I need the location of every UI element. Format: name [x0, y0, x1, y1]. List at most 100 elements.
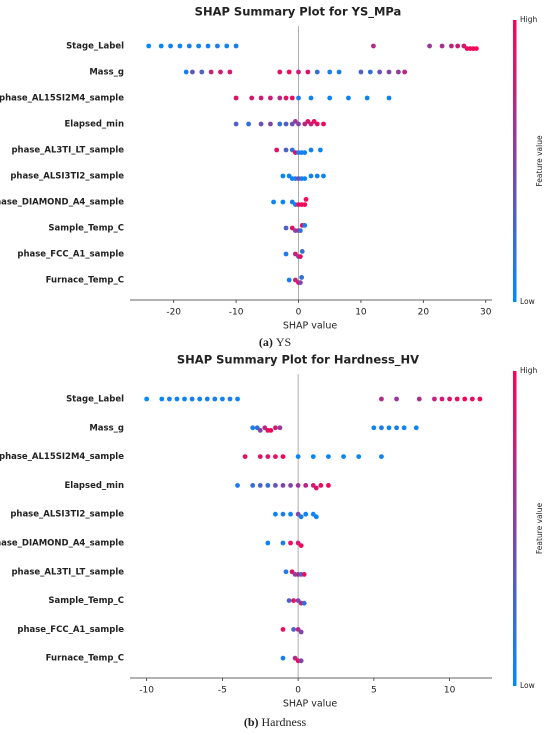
shap-point [377, 69, 383, 75]
shap-point [268, 95, 273, 101]
feature-label: phase_AL15SI2M4_sample [0, 452, 124, 462]
shap-point [146, 43, 152, 49]
shap-point [288, 511, 293, 517]
shap-point [295, 454, 301, 459]
shap-point [233, 43, 239, 49]
shap-point [283, 251, 289, 257]
shap-point [257, 483, 263, 488]
shap-point [246, 121, 251, 127]
shap-point [242, 454, 248, 459]
shap-point [283, 569, 289, 575]
x-tick-label: -10 [139, 686, 154, 696]
shap-point [305, 69, 311, 75]
shap-point [321, 173, 326, 179]
feature-label: Stage_Label [66, 395, 124, 405]
shap-point [327, 95, 333, 101]
shap-point [265, 483, 271, 488]
shap-point [386, 69, 392, 75]
shap-point [233, 95, 239, 101]
feature-label: phase_AL3TI_LT_sample [11, 146, 124, 156]
feature-label: Mass_g [89, 68, 124, 78]
x-tick-label: 10 [355, 308, 367, 318]
shap-point [303, 483, 309, 488]
shap-point [313, 485, 319, 491]
shap-point [250, 425, 256, 431]
shap-point [219, 396, 225, 402]
feature-label: phase_FCC_A1_sample [17, 625, 124, 635]
shap-point [326, 483, 331, 488]
shap-point [310, 454, 316, 459]
shap-point [283, 225, 289, 231]
chart-title: SHAP Summary Plot for Hardness_HV [177, 353, 419, 368]
shap-point [311, 119, 317, 124]
shap-point [280, 655, 286, 661]
caption: (b) Hardness [244, 715, 307, 729]
shap-point [283, 95, 289, 101]
feature-label: Mass_g [89, 423, 124, 433]
feature-label: Sample_Temp_C [48, 596, 124, 606]
shap-point [273, 483, 278, 488]
shap-point [473, 46, 479, 51]
shap-point [336, 69, 342, 75]
shap-point [280, 454, 286, 459]
shap-point [308, 95, 314, 101]
shap-point [265, 540, 271, 546]
shap-point [196, 43, 202, 49]
shap-point [258, 121, 264, 127]
shap-point [218, 69, 223, 75]
caption: (a) YS [259, 335, 291, 349]
shap-point [449, 43, 454, 49]
colorbar [513, 20, 517, 302]
shap-point [174, 396, 180, 402]
colorbar-label: Feature value [535, 503, 544, 555]
shap-point [208, 69, 214, 75]
feature-label: Elapsed_min [64, 120, 124, 130]
shap-point [288, 540, 293, 546]
shap-point [402, 69, 408, 75]
x-axis-label: SHAP value [283, 321, 338, 332]
caption-text: YS [276, 335, 291, 349]
shap-point [299, 275, 305, 280]
shap-point [291, 627, 296, 632]
shap-point [295, 483, 301, 488]
colorbar-label: Feature value [535, 135, 544, 187]
shap-point [199, 69, 205, 75]
shap-point [297, 254, 303, 259]
shap-point [455, 43, 461, 49]
shap-point [297, 280, 303, 285]
shap-point [182, 396, 187, 402]
shap-point [303, 197, 309, 202]
shap-point [292, 119, 298, 124]
shap-point [298, 658, 304, 664]
x-tick-label: 10 [444, 686, 456, 696]
shap-point [318, 483, 324, 488]
shap-point [395, 69, 401, 75]
feature-label: Furnace_Temp_C [46, 654, 124, 664]
x-tick-label: -20 [166, 308, 181, 318]
shap-point [303, 511, 309, 517]
shap-point [168, 43, 173, 49]
shap-point [280, 173, 286, 179]
shap-point [314, 69, 320, 75]
feature-label: Elapsed_min [64, 481, 124, 491]
shap-point [233, 121, 239, 127]
shap-point [432, 396, 437, 402]
shap-point [379, 454, 384, 459]
shap-point [462, 396, 468, 402]
shap-point [427, 43, 432, 49]
shap-point [439, 396, 445, 402]
x-tick-label: 30 [480, 308, 492, 318]
shap-point [273, 425, 278, 431]
shap-point [297, 228, 303, 234]
shap-point [314, 173, 320, 179]
shap-point [302, 150, 308, 156]
shap-point [386, 95, 392, 101]
colorbar [513, 371, 517, 686]
shap-point [268, 121, 273, 127]
shap-point [364, 95, 370, 101]
shap-point [371, 425, 377, 431]
shap-point [273, 511, 278, 517]
shap-point [227, 396, 233, 402]
shap-point [280, 540, 286, 546]
shap-point [356, 454, 362, 459]
